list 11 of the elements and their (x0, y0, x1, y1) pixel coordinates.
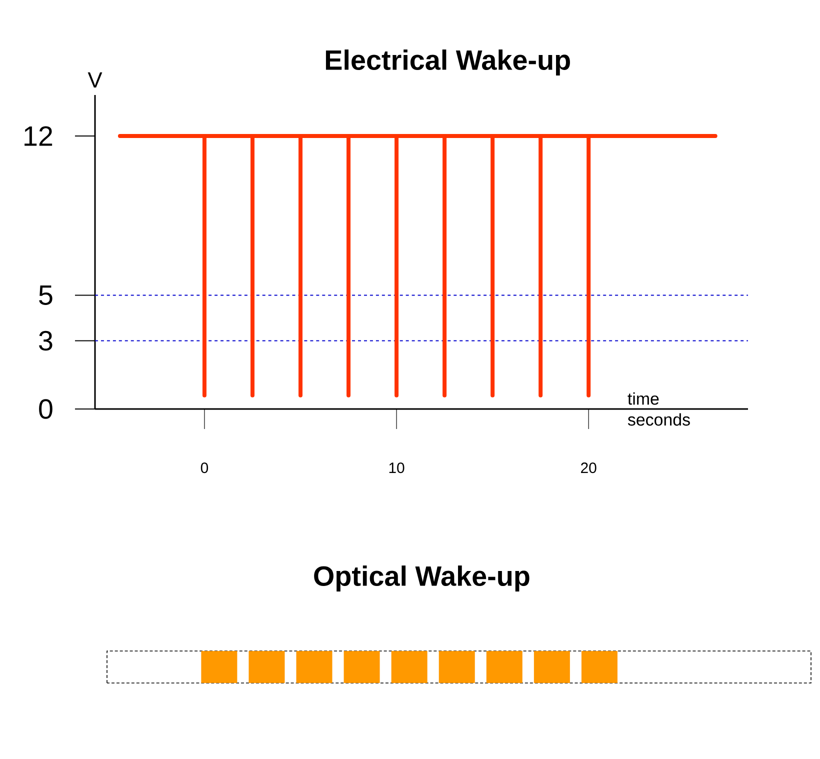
y-axis-title: V (88, 72, 102, 88)
x-axis-title: time seconds (628, 392, 690, 426)
chart-title: Optical Wake-up (314, 566, 530, 592)
x-tick-label: 0 (200, 462, 208, 474)
y-tick-label: 12 (24, 126, 52, 146)
y-tick-label: 3 (39, 330, 52, 351)
y-tick-label: 5 (39, 286, 52, 305)
y-tick-label: 0 (39, 399, 52, 419)
x-tick-label: 20 (581, 462, 596, 474)
chart-title: Electrical Wake-up (326, 50, 570, 76)
x-tick-label: 10 (389, 462, 404, 474)
